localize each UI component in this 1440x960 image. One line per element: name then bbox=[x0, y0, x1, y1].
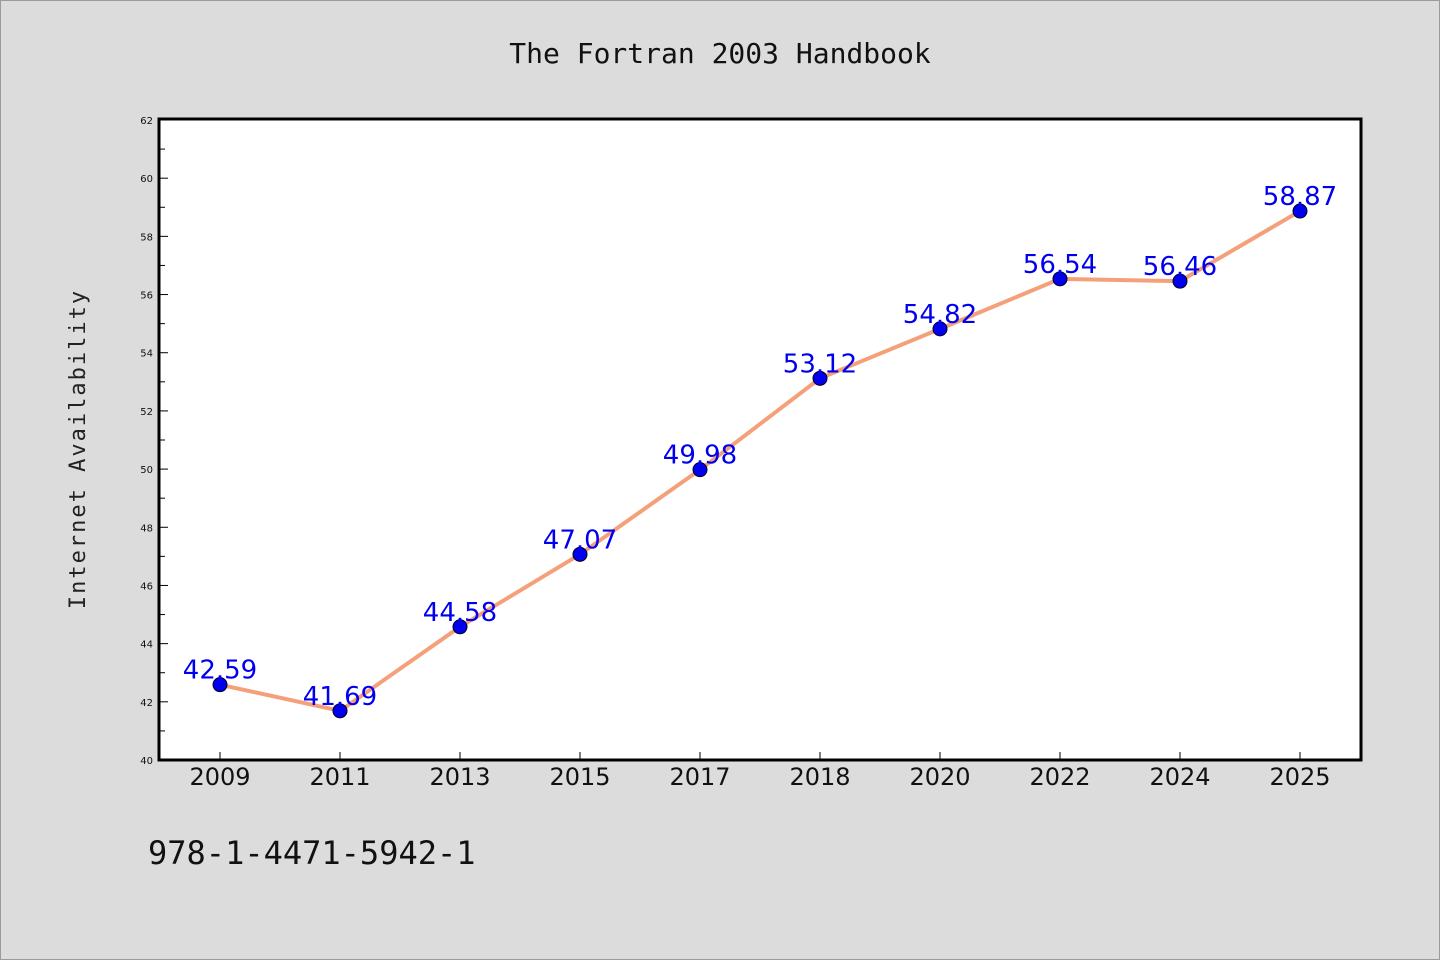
data-point bbox=[1172, 273, 1188, 289]
isbn-footer: 978-1-4471-5942-1 bbox=[148, 834, 476, 872]
data-point bbox=[572, 546, 588, 562]
x-tick-label: 2011 bbox=[309, 763, 370, 791]
data-point bbox=[692, 462, 708, 478]
y-tick-label: 40 bbox=[140, 756, 153, 767]
data-label: 54.82 bbox=[903, 300, 977, 330]
data-label: 56.46 bbox=[1143, 252, 1217, 282]
data-labels: 42.59 41.69 44.58 47.07 49.98 53.12 54.82 56.54… bbox=[183, 182, 1337, 712]
data-label: 49.98 bbox=[663, 441, 737, 471]
y-tick-label: 52 bbox=[140, 407, 153, 418]
x-axis: 2009 2011 2013 2015 2017 2018 2020 2022 2024 2025 bbox=[189, 752, 1331, 791]
y-tick-label: 54 bbox=[140, 349, 153, 360]
series-line bbox=[218, 209, 1302, 713]
data-label: 42.59 bbox=[183, 656, 257, 686]
x-tick-label: 2018 bbox=[789, 763, 850, 791]
x-tick-label: 2015 bbox=[549, 763, 610, 791]
data-label: 58.87 bbox=[1263, 182, 1337, 212]
y-tick-label: 42 bbox=[140, 698, 153, 709]
y-tick-label: 48 bbox=[140, 523, 153, 534]
y-tick-label: 62 bbox=[140, 116, 153, 127]
x-tick-label: 2013 bbox=[429, 763, 490, 791]
data-point bbox=[1292, 203, 1308, 219]
y-tick-label: 56 bbox=[140, 291, 153, 302]
x-tick-label: 2025 bbox=[1269, 763, 1330, 791]
chart-title: The Fortran 2003 Handbook bbox=[509, 37, 931, 70]
y-tick-label: 46 bbox=[140, 581, 153, 592]
data-markers bbox=[212, 203, 1308, 719]
data-label: 47.07 bbox=[543, 525, 617, 555]
data-point bbox=[452, 619, 468, 635]
y-axis-title: Internet Availability bbox=[66, 289, 91, 609]
x-tick-label: 2024 bbox=[1149, 763, 1210, 791]
data-point bbox=[812, 370, 828, 386]
data-label: 56.54 bbox=[1023, 250, 1097, 280]
data-label: 53.12 bbox=[783, 349, 857, 379]
y-tick-label: 60 bbox=[140, 174, 153, 185]
data-point bbox=[212, 677, 228, 693]
data-point bbox=[932, 321, 948, 337]
series-line-group bbox=[218, 209, 1302, 713]
x-tick-label: 2022 bbox=[1029, 763, 1090, 791]
y-axis: 40 42 44 46 48 50 52 54 56 58 60 62 bbox=[140, 116, 168, 767]
data-label: 44.58 bbox=[423, 598, 497, 628]
plot-area bbox=[157, 117, 1363, 762]
data-point bbox=[1052, 271, 1068, 287]
data-point bbox=[332, 703, 348, 719]
y-tick-label: 50 bbox=[140, 465, 153, 476]
y-tick-label: 58 bbox=[140, 232, 153, 243]
data-label: 41.69 bbox=[303, 682, 377, 712]
x-tick-label: 2020 bbox=[909, 763, 970, 791]
y-tick-label: 44 bbox=[140, 640, 153, 651]
x-tick-label: 2009 bbox=[189, 763, 250, 791]
x-tick-label: 2017 bbox=[669, 763, 730, 791]
